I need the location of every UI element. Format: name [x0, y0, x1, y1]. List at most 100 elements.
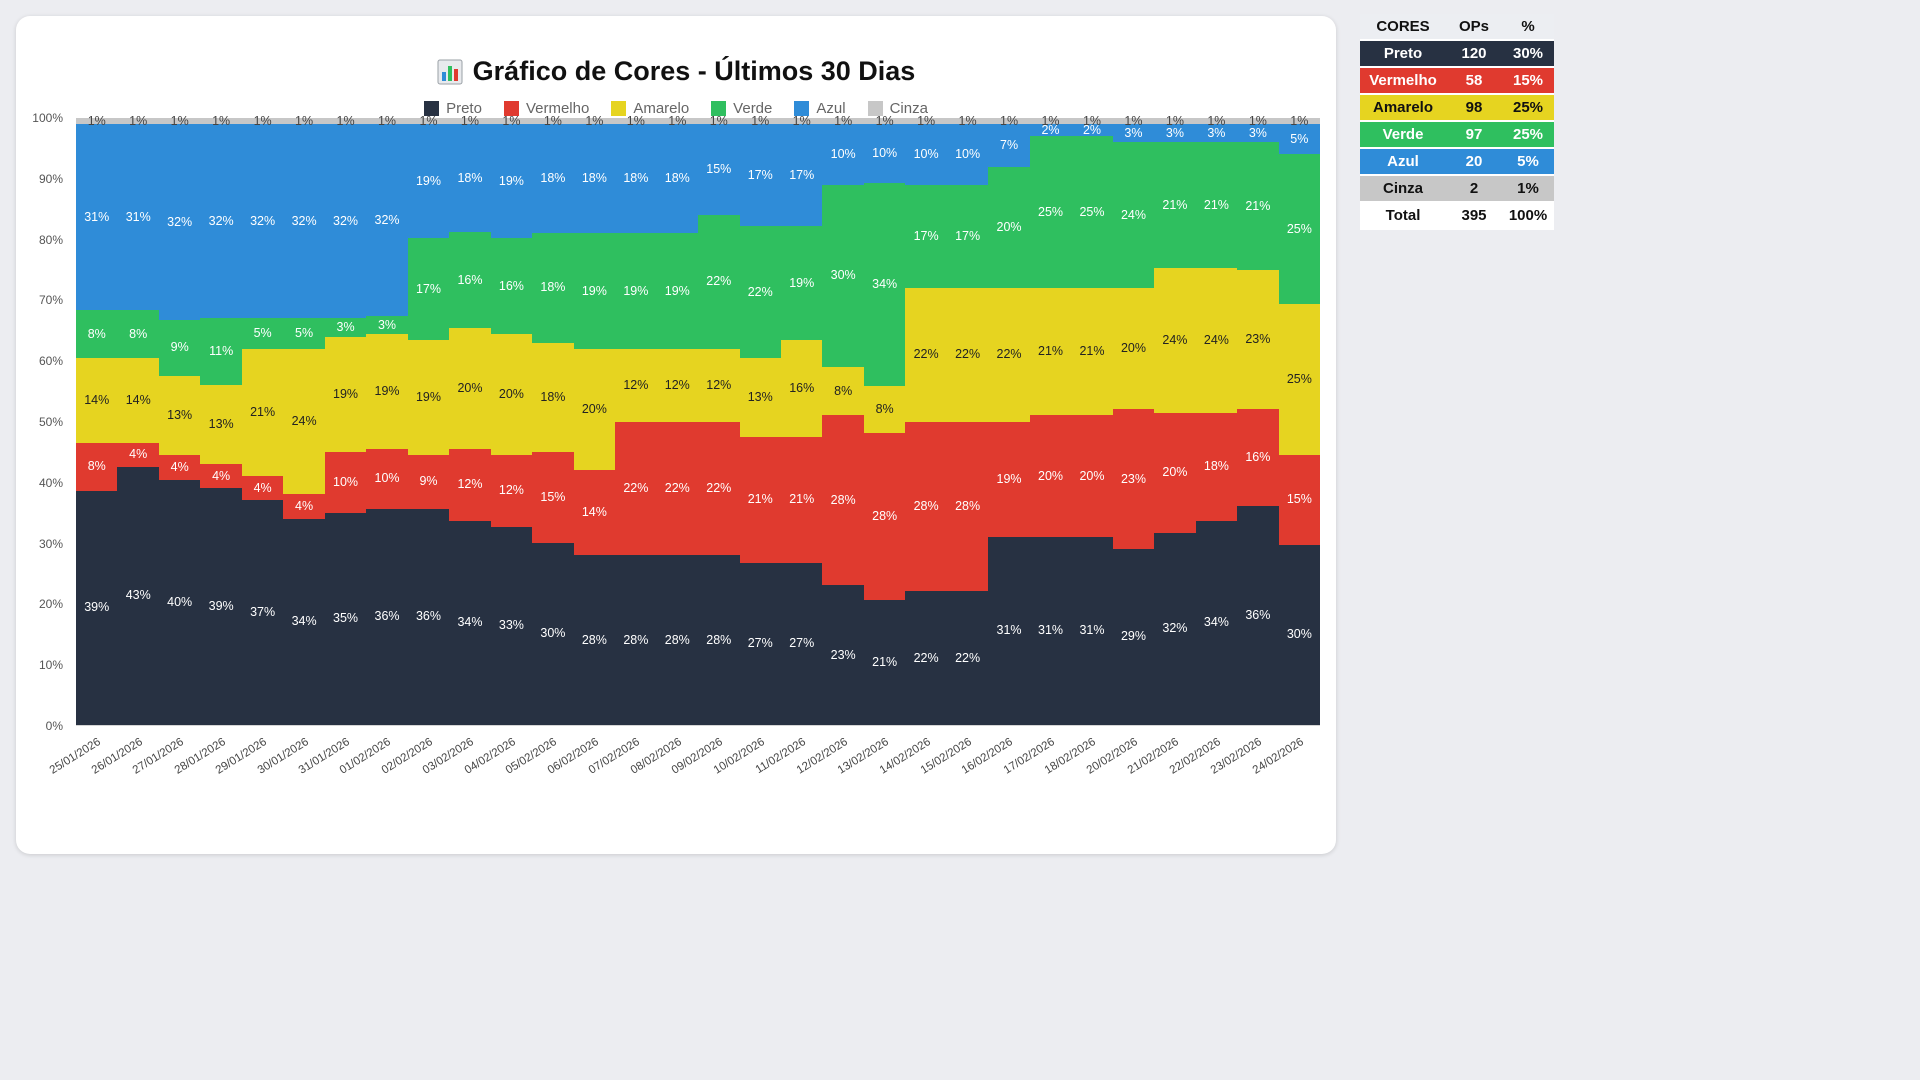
segment-vermelho[interactable]: 22%	[615, 421, 657, 556]
bar-column[interactable]: 36% 10% 19% 3% 32% 1%	[366, 114, 408, 725]
segment-amarelo[interactable]: 8%	[863, 385, 906, 434]
segment-vermelho[interactable]: 10%	[324, 451, 367, 513]
segment-preto[interactable]: 29%	[1112, 548, 1155, 725]
segment-cinza[interactable]: 1%	[117, 114, 159, 127]
segment-amarelo[interactable]: 22%	[905, 287, 947, 422]
segment-azul[interactable]: 3%	[1154, 124, 1196, 143]
segment-cinza[interactable]: 1%	[1195, 114, 1238, 127]
segment-azul[interactable]: 31%	[76, 124, 118, 311]
segment-amarelo[interactable]: 12%	[656, 348, 699, 422]
segment-azul[interactable]: 15%	[698, 124, 740, 216]
bar-column[interactable]: 39% 8% 14% 8% 31% 1%	[76, 114, 118, 725]
segment-cinza[interactable]: 1%	[946, 114, 989, 127]
segment-amarelo[interactable]: 19%	[324, 336, 367, 452]
segment-cinza[interactable]: 1%	[1154, 114, 1196, 127]
segment-amarelo[interactable]: 24%	[1154, 268, 1196, 413]
segment-amarelo[interactable]: 23%	[1237, 269, 1279, 410]
segment-amarelo[interactable]: 21%	[241, 348, 284, 477]
segment-verde[interactable]: 19%	[656, 233, 699, 349]
bar-column[interactable]: 27% 21% 13% 22% 17% 1%	[739, 114, 781, 725]
segment-azul[interactable]: 18%	[449, 124, 491, 233]
segment-preto[interactable]: 28%	[615, 555, 657, 725]
segment-amarelo[interactable]: 20%	[490, 334, 533, 455]
segment-vermelho[interactable]: 12%	[490, 454, 533, 527]
segment-verde[interactable]: 5%	[241, 318, 284, 349]
segment-cinza[interactable]: 1%	[324, 114, 367, 127]
bar-column[interactable]: 30% 15% 18% 18% 18% 1%	[532, 114, 574, 725]
bar-column[interactable]: 28% 14% 20% 19% 18% 1%	[573, 114, 616, 725]
segment-azul[interactable]: 32%	[366, 124, 408, 317]
segment-cinza[interactable]: 1%	[407, 114, 450, 127]
segment-preto[interactable]: 36%	[366, 508, 408, 725]
segment-cinza[interactable]: 1%	[988, 114, 1030, 127]
segment-amarelo[interactable]: 13%	[739, 358, 781, 437]
segment-azul[interactable]: 18%	[532, 124, 574, 234]
segment-vermelho[interactable]: 21%	[780, 436, 823, 563]
bar-column[interactable]: 34% 12% 20% 16% 18% 1%	[449, 114, 491, 725]
segment-cinza[interactable]: 1%	[1071, 114, 1113, 127]
segment-preto[interactable]: 31%	[1071, 536, 1113, 725]
segment-cinza[interactable]: 1%	[1112, 114, 1155, 127]
segment-vermelho[interactable]: 4%	[200, 464, 242, 489]
segment-azul[interactable]: 17%	[780, 124, 823, 227]
segment-preto[interactable]: 43%	[117, 466, 159, 725]
segment-preto[interactable]: 23%	[822, 585, 864, 725]
segment-vermelho[interactable]: 20%	[1154, 412, 1196, 533]
legend-item-preto[interactable]: Preto	[424, 100, 482, 117]
segment-vermelho[interactable]: 23%	[1112, 409, 1155, 549]
segment-azul[interactable]: 10%	[946, 124, 989, 185]
segment-verde[interactable]: 20%	[988, 166, 1030, 288]
bar-column[interactable]: 29% 23% 20% 24% 3% 1%	[1112, 114, 1155, 725]
segment-vermelho[interactable]: 20%	[1071, 415, 1113, 537]
bar-column[interactable]: 31% 20% 21% 25% 2% 1%	[1029, 114, 1072, 725]
segment-preto[interactable]: 28%	[698, 555, 740, 725]
segment-amarelo[interactable]: 22%	[946, 287, 989, 422]
segment-verde[interactable]: 30%	[822, 184, 864, 367]
segment-cinza[interactable]: 1%	[366, 114, 408, 127]
segment-azul[interactable]: 2%	[1071, 123, 1113, 137]
segment-amarelo[interactable]: 12%	[615, 348, 657, 422]
segment-preto[interactable]: 39%	[76, 490, 118, 725]
bar-column[interactable]: 34% 18% 24% 21% 3% 1%	[1195, 114, 1238, 725]
bar-column[interactable]: 40% 4% 13% 9% 32% 1%	[158, 114, 201, 725]
bar-column[interactable]: 33% 12% 20% 16% 19% 1%	[490, 114, 533, 725]
segment-verde[interactable]: 24%	[1112, 142, 1155, 288]
segment-vermelho[interactable]: 19%	[988, 421, 1030, 537]
segment-verde[interactable]: 19%	[573, 233, 616, 349]
segment-verde[interactable]: 8%	[76, 310, 118, 359]
segment-azul[interactable]: 17%	[739, 124, 781, 227]
bar-column[interactable]: 36% 9% 19% 17% 19% 1%	[407, 114, 450, 725]
segment-verde[interactable]: 17%	[407, 238, 450, 341]
segment-azul[interactable]: 18%	[656, 124, 699, 234]
segment-cinza[interactable]: 1%	[490, 114, 533, 127]
bar-column[interactable]: 28% 22% 12% 19% 18% 1%	[656, 114, 699, 725]
segment-vermelho[interactable]: 16%	[1237, 409, 1279, 507]
segment-verde[interactable]: 16%	[490, 238, 533, 335]
segment-amarelo[interactable]: 8%	[822, 366, 864, 416]
bar-column[interactable]: 31% 20% 21% 25% 2% 1%	[1071, 114, 1113, 725]
segment-verde[interactable]: 21%	[1154, 142, 1196, 269]
segment-preto[interactable]: 34%	[449, 520, 491, 725]
segment-verde[interactable]: 34%	[863, 183, 906, 386]
bar-column[interactable]: 43% 4% 14% 8% 31% 1%	[117, 114, 159, 725]
segment-azul[interactable]: 10%	[905, 124, 947, 185]
segment-verde[interactable]: 3%	[324, 318, 367, 337]
bar-column[interactable]: 23% 28% 8% 30% 10% 1%	[822, 114, 864, 725]
segment-verde[interactable]: 16%	[449, 232, 491, 329]
segment-cinza[interactable]: 1%	[822, 114, 864, 127]
segment-cinza[interactable]: 1%	[615, 114, 657, 127]
segment-azul[interactable]: 32%	[158, 124, 201, 321]
segment-amarelo[interactable]: 20%	[1112, 287, 1155, 410]
segment-verde[interactable]: 11%	[200, 318, 242, 386]
segment-vermelho[interactable]: 10%	[366, 448, 408, 509]
segment-azul[interactable]: 7%	[988, 124, 1030, 167]
segment-preto[interactable]: 32%	[1154, 532, 1196, 725]
segment-amarelo[interactable]: 18%	[532, 342, 574, 452]
segment-vermelho[interactable]: 28%	[863, 433, 906, 601]
segment-amarelo[interactable]: 20%	[449, 328, 491, 449]
segment-azul[interactable]: 32%	[241, 124, 284, 319]
segment-verde[interactable]: 3%	[366, 316, 408, 335]
segment-preto[interactable]: 21%	[863, 600, 906, 725]
segment-preto[interactable]: 40%	[158, 479, 201, 725]
segment-preto[interactable]: 36%	[1237, 506, 1279, 725]
